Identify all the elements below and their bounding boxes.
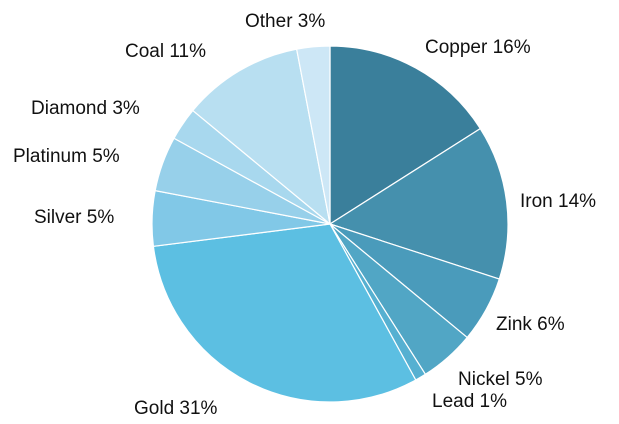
pie-label-lead: Lead 1% [432, 391, 507, 412]
pie-slices [151, 45, 509, 403]
pie-slice-coal [192, 48, 331, 226]
pie-label-gold: Gold 31% [134, 398, 218, 419]
pie-slice-other [295, 45, 331, 225]
pie-label-nickel: Nickel 5% [458, 369, 543, 390]
pie-label-silver: Silver 5% [34, 207, 114, 228]
pie-label-coal: Coal 11% [125, 41, 206, 62]
pie-label-platinum: Platinum 5% [13, 146, 120, 167]
pie-labels: Copper 16% Iron 14% Zink 6% Nickel 5%Lead 1… [13, 11, 596, 419]
pie-slice-gold [152, 223, 417, 403]
pie-label-copper: Copper 16% [425, 37, 531, 58]
pie-label-zink: Zink 6% [496, 314, 565, 335]
pie-slice-copper [329, 45, 482, 226]
pie-label-diamond: Diamond 3% [31, 98, 140, 119]
pie-slice-iron [328, 127, 509, 280]
pie-label-other: Other 3% [245, 11, 325, 32]
pie-label-iron: Iron 14% [520, 191, 596, 212]
